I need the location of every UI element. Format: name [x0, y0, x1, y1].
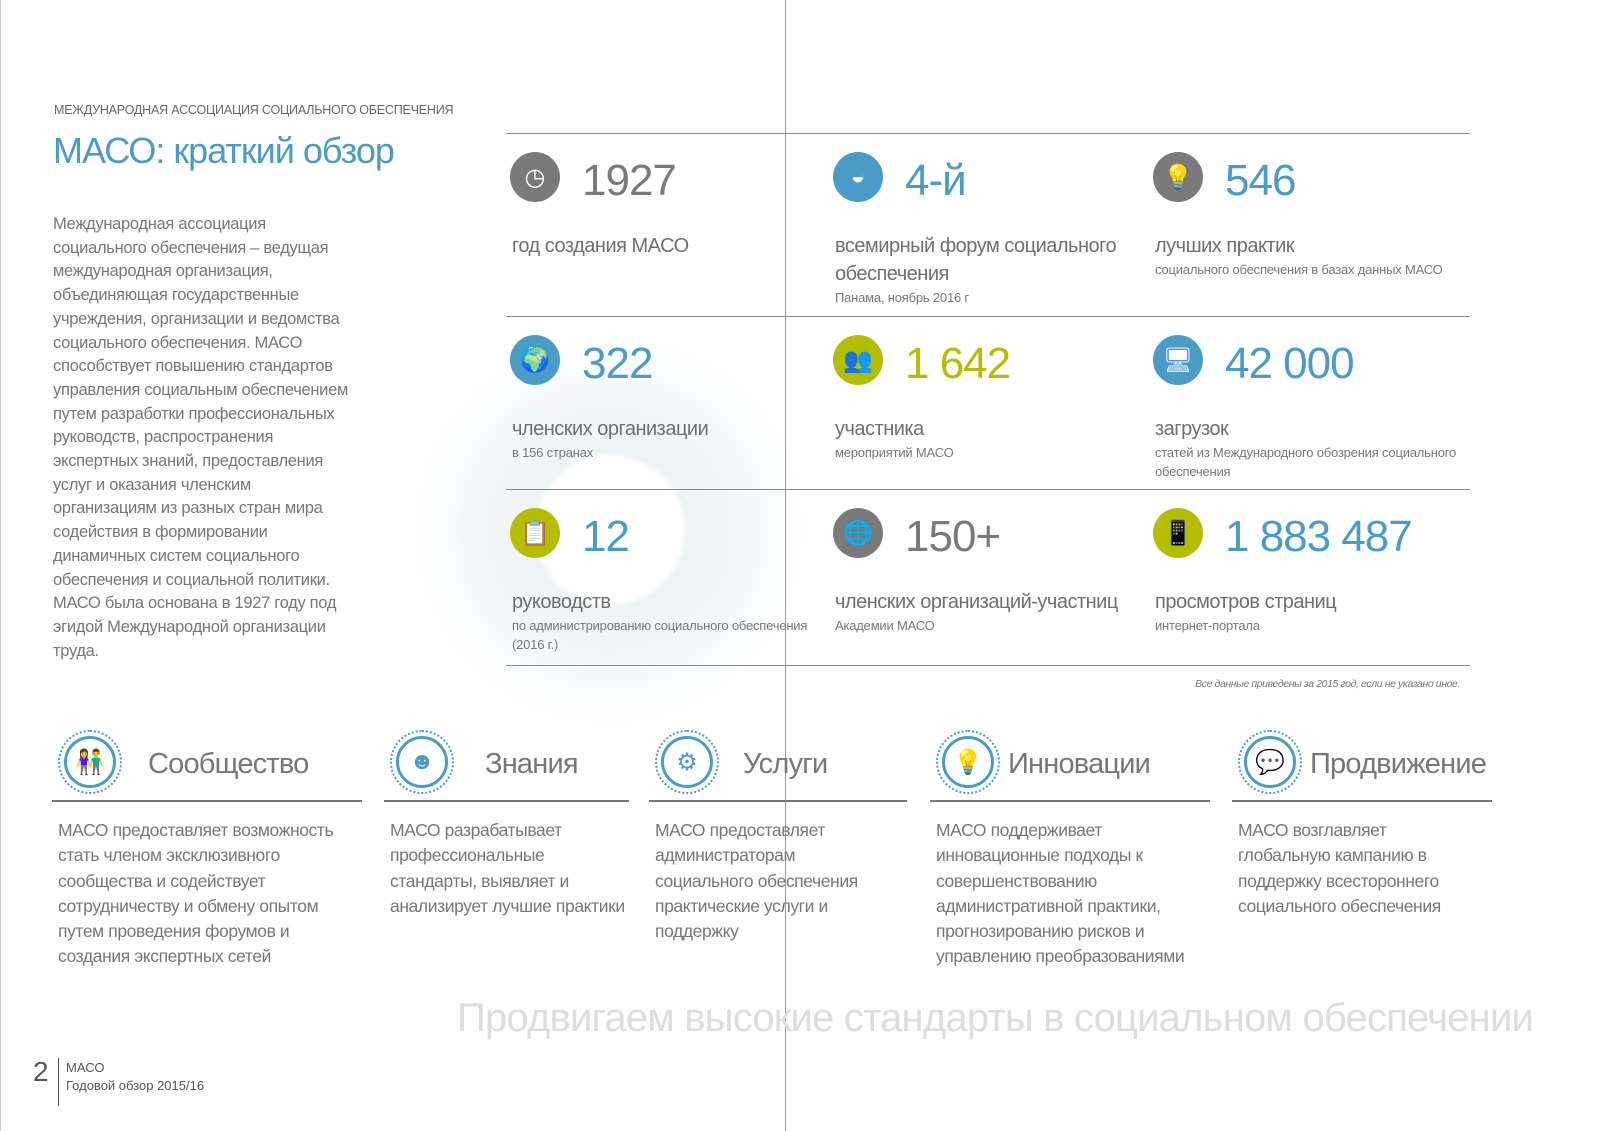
- lightbulb-icon: 💡: [936, 730, 1000, 794]
- stat-label: год создания МАСО: [512, 232, 832, 260]
- stat-label: загрузок статей из Международного обозрен…: [1155, 415, 1475, 481]
- pillar-rule: [649, 800, 907, 802]
- stat-value: 1 883 487: [1225, 512, 1413, 561]
- stat-value: 546: [1225, 156, 1296, 205]
- stat-label-main: год создания МАСО: [512, 235, 689, 257]
- stat-label-main: руководств: [512, 591, 611, 613]
- stat-value: 4-й: [905, 156, 967, 205]
- gears-icon: ⚙: [655, 730, 719, 794]
- pillar-rule: [1232, 800, 1492, 802]
- globe-icon: 🌍: [510, 335, 560, 385]
- stat-sub: Панама, ноябрь 2016 г: [835, 290, 969, 305]
- stat-label: участника мероприятий МАСО: [835, 415, 1155, 462]
- stat-label: лучших практик социального обеспечения в …: [1155, 232, 1475, 279]
- page-edge: [0, 0, 1, 1131]
- footer-text: МАСО Годовой обзор 2015/16: [66, 1059, 204, 1095]
- stat-value: 150+: [905, 512, 1001, 561]
- stat-label-main: членских организаций-участниц: [835, 591, 1118, 613]
- stat-sub: статей из Международного обозрения социа…: [1155, 445, 1457, 479]
- stat-label-main: членских организации: [512, 418, 709, 440]
- page-title: МАСО: краткий обзор: [53, 130, 395, 171]
- pillar-title: Сообщество: [148, 748, 309, 780]
- pillar-title: Продвижение: [1310, 748, 1487, 780]
- divider: [506, 665, 1470, 666]
- pillar-text: МАСО предоставляет администраторам социа…: [655, 820, 858, 942]
- stat-label-main: загрузок: [1155, 418, 1229, 440]
- stat-label-main: просмотров страниц: [1155, 591, 1337, 613]
- page-fold-line: [785, 0, 786, 1131]
- slogan: Продвигаем высокие стандарты в социально…: [457, 996, 1534, 1040]
- divider: [506, 316, 1470, 317]
- org-name: МЕЖДУНАРОДНАЯ АССОЦИАЦИЯ СОЦИАЛЬНОГО ОБЕ…: [54, 103, 454, 117]
- stat-label: просмотров страниц интернет-портала: [1155, 588, 1475, 635]
- pillar-title: Услуги: [743, 748, 828, 780]
- stat-sub: интернет-портала: [1155, 618, 1260, 633]
- stat-sub: Академии МАСО: [835, 618, 935, 633]
- clock-icon: ◷: [510, 152, 560, 202]
- people-icon: 👥: [833, 335, 883, 385]
- pillar-rule: [384, 800, 629, 802]
- pillar-rule: [930, 800, 1210, 802]
- stat-value: 1927: [582, 156, 677, 205]
- stat-value: 12: [582, 512, 630, 561]
- sunburst-decoration: [380, 300, 840, 760]
- footer-org: МАСО: [66, 1060, 105, 1075]
- stat-sub: по администрированию социального обеспеч…: [512, 618, 808, 652]
- download-monitor-icon: 🖥: [1153, 335, 1203, 385]
- pillar-text: МАСО разрабатывает профессиональные стан…: [390, 820, 625, 916]
- forum-globe-icon: ◒: [833, 152, 883, 202]
- pillar-text: МАСО возглавляет глобальную кампанию в п…: [1238, 820, 1441, 916]
- intro-text: Международная ассоциация социального обе…: [53, 215, 349, 660]
- data-note: Все данные приведены за 2015 год, если н…: [1195, 678, 1460, 690]
- divider: [506, 489, 1470, 490]
- footer-doc: Годовой обзор 2015/16: [66, 1078, 205, 1093]
- pillar-text: МАСО поддерживает инновационные подходы …: [936, 820, 1185, 967]
- mobile-icon: 📱: [1153, 508, 1203, 558]
- speech-bubble-icon: 💬: [1238, 730, 1302, 794]
- stat-label: членских организаций-участниц Академии МА…: [835, 588, 1155, 635]
- clipboard-icon: 📋: [510, 508, 560, 558]
- stat-label-main: лучших практик: [1155, 235, 1295, 257]
- pillar-text: МАСО предоставляет возможность стать чле…: [58, 820, 334, 967]
- pillar-rule: [52, 800, 362, 802]
- footer-divider: [58, 1058, 59, 1106]
- pillar-title: Инновации: [1008, 748, 1151, 780]
- divider: [506, 133, 1470, 134]
- stat-label: руководств по администрированию социально…: [512, 588, 832, 654]
- knowledge-head-icon: ☻: [390, 730, 454, 794]
- pillar-title: Знания: [485, 748, 579, 780]
- stat-sub: социального обеспечения в базах данных М…: [1155, 262, 1443, 277]
- community-icon: 👫: [58, 730, 122, 794]
- stat-value: 1 642: [905, 339, 1011, 388]
- lightbulb-icon: 💡: [1153, 152, 1203, 202]
- stat-label: членских организации в 156 странах: [512, 415, 832, 462]
- globe-network-icon: 🌐: [833, 508, 883, 558]
- stat-sub: мероприятий МАСО: [835, 445, 954, 460]
- stat-label-main: всемирный форум социального обеспечения: [835, 235, 1117, 285]
- stat-value: 42 000: [1225, 339, 1355, 388]
- stat-label-main: участника: [835, 418, 924, 440]
- stat-label: всемирный форум социального обеспечения П…: [835, 232, 1155, 307]
- stat-value: 322: [582, 339, 653, 388]
- stat-sub: в 156 странах: [512, 445, 594, 460]
- page-number: 2: [33, 1056, 49, 1087]
